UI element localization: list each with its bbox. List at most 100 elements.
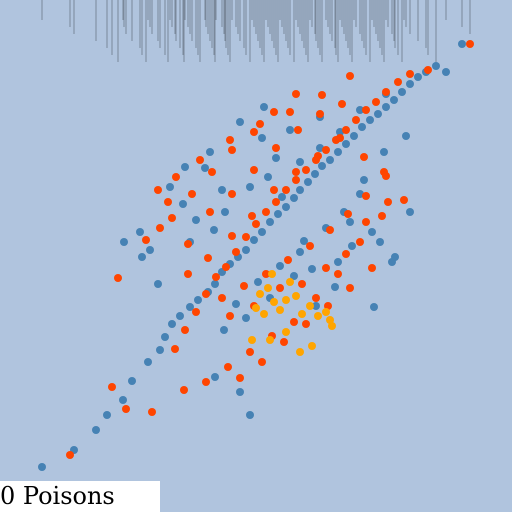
scatter-point <box>181 163 189 171</box>
scatter-point <box>346 284 354 292</box>
scatter-point <box>120 238 128 246</box>
scatter-point <box>171 345 179 353</box>
scatter-point <box>308 342 316 350</box>
scatter-point <box>326 156 334 164</box>
scatter-point <box>272 144 280 152</box>
scatter-point <box>346 218 354 226</box>
scatter-point <box>144 358 152 366</box>
scatter-point <box>402 132 410 140</box>
scatter-point <box>242 246 250 254</box>
scatter-point <box>302 166 310 174</box>
scatter-point <box>318 91 326 99</box>
scatter-point <box>311 170 319 178</box>
scatter-point <box>286 278 294 286</box>
scatter-point <box>211 280 219 288</box>
scatter-point <box>270 298 278 306</box>
scatter-point <box>272 154 280 162</box>
scatter-point <box>322 264 330 272</box>
scatter-point <box>154 280 162 288</box>
scatter-point <box>342 250 350 258</box>
scatter-point <box>248 212 256 220</box>
scatter-point <box>224 363 232 371</box>
scatter-point <box>146 246 154 254</box>
scatter-point <box>260 310 268 318</box>
scatter-point <box>314 152 322 160</box>
scatter-point <box>394 78 402 86</box>
scatter-point <box>248 336 256 344</box>
scatter-point <box>242 233 250 241</box>
scatter-point <box>360 153 368 161</box>
scatter-point <box>400 196 408 204</box>
scatter-point <box>334 148 342 156</box>
scatter-point <box>192 308 200 316</box>
scatter-point <box>246 348 254 356</box>
scatter-point <box>306 242 314 250</box>
scatter-point <box>372 98 380 106</box>
scatter-point <box>314 312 322 320</box>
scatter-point <box>286 108 294 116</box>
scatter-point <box>304 178 312 186</box>
top-rug-marks <box>41 0 471 62</box>
scatter-point <box>326 226 334 234</box>
scatter-point <box>218 186 226 194</box>
scatter-point <box>236 374 244 382</box>
scatter-point <box>246 411 254 419</box>
scatter-point <box>114 274 122 282</box>
scatter-point <box>296 348 304 356</box>
scatter-point <box>292 292 300 300</box>
scatter-point <box>356 238 364 246</box>
scatter-point <box>176 312 184 320</box>
scatter-point <box>298 310 306 318</box>
scatter-point <box>272 198 280 206</box>
scatter-point <box>164 198 172 206</box>
scatter-point <box>192 216 200 224</box>
scatter-point <box>368 264 376 272</box>
scatter-point <box>352 116 360 124</box>
scatter-point <box>338 100 346 108</box>
scatter-point <box>290 194 298 202</box>
scatter-point <box>92 426 100 434</box>
scatter-point <box>432 62 440 70</box>
scatter-point <box>168 214 176 222</box>
scatter-point <box>186 303 194 311</box>
scatter-point <box>458 40 466 48</box>
scatter-point <box>280 338 288 346</box>
scatter-point <box>201 164 209 172</box>
scatter-point <box>298 280 306 288</box>
scatter-point <box>168 320 176 328</box>
scatter-point <box>300 237 308 245</box>
scatter-point <box>212 273 220 281</box>
scatter-point <box>326 316 334 324</box>
scatter-point <box>302 320 310 328</box>
scatter-point <box>384 198 392 206</box>
scatter-point <box>331 283 339 291</box>
scatter-point <box>148 408 156 416</box>
scatter-point <box>210 226 218 234</box>
scatter-point <box>312 294 320 302</box>
scatter-point <box>316 110 324 118</box>
scatter-point <box>342 126 350 134</box>
scatter-point <box>382 103 390 111</box>
scatter-point <box>322 146 330 154</box>
scatter-point <box>206 148 214 156</box>
scatter-point <box>282 186 290 194</box>
scatter-point <box>250 128 258 136</box>
scatter-point <box>172 173 180 181</box>
scatter-point <box>156 224 164 232</box>
scatter-point <box>390 96 398 104</box>
scatter-point <box>294 126 302 134</box>
scatter-point <box>268 270 276 278</box>
scatter-point <box>250 166 258 174</box>
scatter-point <box>362 218 370 226</box>
scatter-point <box>292 90 300 98</box>
scatter-point <box>222 263 230 271</box>
scatter-point <box>466 40 474 48</box>
scatter-point <box>398 88 406 96</box>
scatter-point <box>264 284 272 292</box>
scatter-point <box>161 333 169 341</box>
scatter-point <box>282 296 290 304</box>
scatter-point <box>228 190 236 198</box>
scatter-point <box>282 328 290 336</box>
scatter-point <box>292 168 300 176</box>
